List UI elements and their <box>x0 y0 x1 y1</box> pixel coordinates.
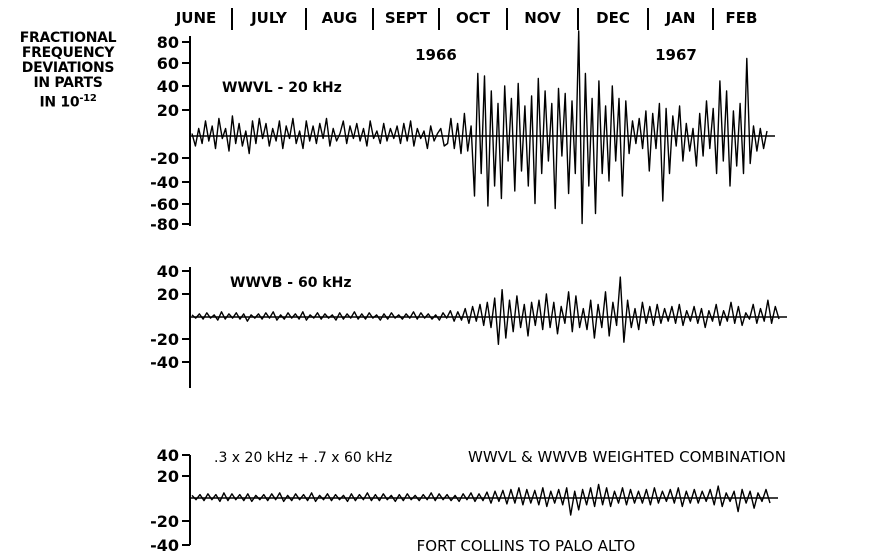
panel-label: .3 x 20 kHz + .7 x 60 kHz <box>214 450 392 466</box>
month-label: OCT <box>456 9 491 27</box>
year-label: 1966 <box>415 46 457 64</box>
y-tick-label: 40 <box>157 262 179 281</box>
panel-label-secondary: WWVL & WWVB WEIGHTED COMBINATION <box>468 448 786 466</box>
series-line <box>191 483 771 516</box>
y-axis-label-line: IN PARTS <box>33 75 103 91</box>
y-axis-label-line: IN 10-12 <box>6 91 130 111</box>
y-axis-label: FRACTIONAL FREQUENCY DEVIATIONS IN PARTS… <box>6 31 130 111</box>
y-tick-label: 20 <box>157 285 179 304</box>
month-label: NOV <box>524 9 561 27</box>
y-tick-label: -40 <box>150 353 179 372</box>
y-tick-label: -20 <box>150 149 179 168</box>
y-tick-label: -60 <box>150 195 179 214</box>
month-label: AUG <box>322 9 358 27</box>
month-label: JUNE <box>175 9 217 27</box>
y-tick-label: -40 <box>150 173 179 192</box>
y-axis-label-line: FREQUENCY <box>21 45 115 61</box>
y-axis-label-line: DEVIATIONS <box>21 60 115 76</box>
y-tick-label: 80 <box>157 33 179 52</box>
panel-label: WWVB - 60 kHz <box>230 275 351 291</box>
caption: FORT COLLINS TO PALO ALTO <box>417 537 636 555</box>
y-axis-label-exponent: -12 <box>79 93 97 104</box>
y-tick-label: -20 <box>150 512 179 531</box>
series-line <box>191 30 768 225</box>
month-label: SEPT <box>385 9 428 27</box>
panel-label: WWVL - 20 kHz <box>222 80 342 96</box>
y-tick-label: 60 <box>157 54 179 73</box>
y-axis-label-base: IN 10 <box>39 94 80 111</box>
y-axis-label-line: FRACTIONAL <box>19 30 117 46</box>
y-tick-label: -20 <box>150 330 179 349</box>
y-tick-label: 20 <box>157 467 179 486</box>
year-label: 1967 <box>655 46 697 64</box>
series-line <box>191 276 780 345</box>
month-label: JULY <box>250 9 288 27</box>
month-label: JAN <box>665 9 696 27</box>
y-tick-label: 20 <box>157 101 179 120</box>
y-tick-label: -80 <box>150 215 179 234</box>
y-tick-label: -40 <box>150 536 179 555</box>
y-tick-label: 40 <box>157 446 179 465</box>
month-label: DEC <box>596 9 630 27</box>
y-tick-label: 40 <box>157 77 179 96</box>
month-label: FEB <box>726 9 758 27</box>
